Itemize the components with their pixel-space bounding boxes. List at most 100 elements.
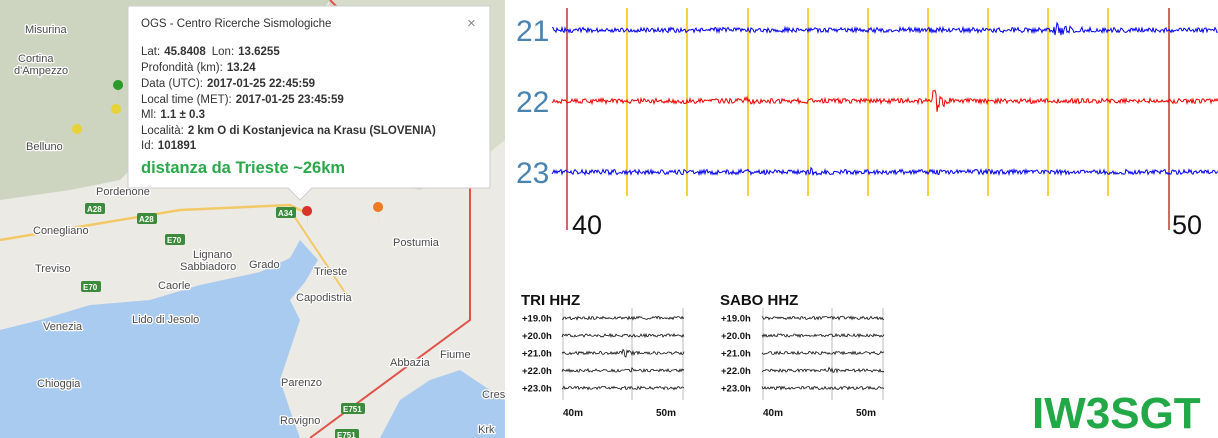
road-shield bbox=[85, 203, 105, 214]
time-label: 40m bbox=[563, 408, 583, 419]
place-label: Misurina bbox=[25, 24, 67, 36]
waveform bbox=[561, 367, 685, 373]
pin[interactable] bbox=[113, 80, 124, 102]
waveform bbox=[561, 385, 685, 391]
road-shield bbox=[335, 429, 359, 438]
close-button[interactable]: × bbox=[467, 15, 476, 32]
popup-box bbox=[127, 5, 491, 201]
road-label: A34 bbox=[278, 209, 293, 218]
place-label: Rovigno bbox=[280, 415, 320, 427]
road-label: E751 bbox=[337, 431, 356, 438]
field-label: Profondità (km): bbox=[141, 62, 223, 74]
place-label: Abbazia bbox=[390, 357, 431, 369]
row-label: +22.0h bbox=[721, 366, 751, 377]
field-value: 45.8408 bbox=[164, 46, 206, 58]
waveform bbox=[551, 166, 1218, 177]
waveform bbox=[561, 348, 685, 358]
row-label: +19.0h bbox=[721, 314, 751, 325]
road-shield bbox=[276, 207, 296, 218]
popup-line: Profondità (km): 13.24 bbox=[141, 62, 256, 74]
pins bbox=[72, 80, 384, 230]
field-label: Ml: bbox=[141, 109, 156, 121]
road-label: E70 bbox=[83, 283, 98, 292]
popup-line: Ml: 1.1 ± 0.3 bbox=[141, 109, 205, 121]
row-label: +20.0h bbox=[522, 331, 552, 342]
sea-east bbox=[380, 370, 505, 438]
place-label: Lido di Jesolo bbox=[132, 314, 199, 326]
place-label: Fiume bbox=[440, 349, 471, 361]
row-label: +21.0h bbox=[522, 349, 552, 360]
place-label: d'Ampezzo bbox=[14, 65, 68, 77]
place-label: Lignano bbox=[193, 249, 232, 261]
waveform bbox=[761, 350, 885, 356]
helicorders: TRI HHZ +19.0h +20.0h +21.0h +22.0h +23.0h 40m… bbox=[521, 292, 885, 419]
time-label: 40 bbox=[572, 210, 602, 240]
pin[interactable] bbox=[72, 124, 83, 146]
place-label: Cres bbox=[482, 389, 506, 401]
helicorder: TRI HHZ +19.0h +20.0h +21.0h +22.0h +23.0h 40m… bbox=[521, 292, 685, 419]
field-value: 1.1 ± 0.3 bbox=[160, 109, 205, 121]
road-shield bbox=[137, 213, 157, 224]
popup: OGS - Centro Ricerche Sismologiche × dis… bbox=[127, 5, 491, 201]
field-label: Data (UTC): bbox=[141, 78, 203, 90]
popup-title: OGS - Centro Ricerche Sismologiche bbox=[141, 18, 331, 30]
road-shield bbox=[341, 403, 365, 414]
row-label: 22 bbox=[516, 86, 549, 119]
place-label: Grado bbox=[249, 259, 280, 271]
row-label: +22.0h bbox=[522, 366, 552, 377]
waveform bbox=[561, 315, 685, 321]
highway bbox=[289, 209, 351, 301]
row-label: +23.0h bbox=[522, 384, 552, 395]
pin[interactable] bbox=[111, 104, 122, 126]
road-label: A28 bbox=[87, 205, 102, 214]
field-value: 2017-01-25 22:45:59 bbox=[207, 78, 315, 90]
time-label: 50 bbox=[1172, 210, 1202, 240]
field-value: 101891 bbox=[158, 140, 197, 152]
highway bbox=[0, 203, 311, 242]
row-label: +20.0h bbox=[721, 331, 751, 342]
time-label: 40m bbox=[763, 408, 783, 419]
row-label: 23 bbox=[516, 157, 549, 190]
helicorder-title: TRI HHZ bbox=[521, 292, 580, 309]
pin[interactable] bbox=[373, 202, 384, 225]
field-value: 13.24 bbox=[227, 62, 256, 74]
field-label: Id: bbox=[141, 140, 154, 152]
field-label: Lon: bbox=[212, 46, 234, 58]
place-label: Conegliano bbox=[33, 225, 89, 237]
field-value: 2017-01-25 23:45:59 bbox=[236, 94, 344, 106]
row-label: 21 bbox=[516, 15, 549, 48]
field-value: 2 km O di Kostanjevica na Krasu (SLOVENI… bbox=[188, 125, 436, 137]
row-label: +23.0h bbox=[721, 384, 751, 395]
place-label: Krk bbox=[478, 424, 495, 436]
place-label: Belluno bbox=[26, 141, 63, 153]
row-label: +19.0h bbox=[522, 314, 552, 325]
place-label: Chioggia bbox=[37, 378, 81, 390]
place-label: Venezia bbox=[43, 321, 83, 333]
place-label: Parenzo bbox=[281, 377, 322, 389]
waveform bbox=[761, 315, 885, 321]
time-label: 50m bbox=[656, 408, 676, 419]
popup-line: Data (UTC): 2017-01-25 22:45:59 bbox=[141, 78, 315, 90]
field-value: 13.6255 bbox=[238, 46, 280, 58]
helicorder: SABO HHZ +19.0h +20.0h +21.0h +22.0h +23.0h 40… bbox=[720, 292, 885, 419]
waveform bbox=[761, 385, 885, 391]
sea bbox=[0, 240, 318, 438]
field-label: Local time (MET): bbox=[141, 94, 232, 106]
popup-line: Id: 101891 bbox=[141, 140, 197, 152]
place-label: Trieste bbox=[314, 266, 347, 278]
field-label: Lat: bbox=[141, 46, 160, 58]
seismogram: 21 22 23 40 50 bbox=[516, 8, 1218, 240]
row-label: +21.0h bbox=[721, 349, 751, 360]
waveform bbox=[561, 332, 685, 339]
distance-note: distanza da Trieste ~26km bbox=[141, 159, 345, 177]
place-label: Sabbiadoro bbox=[180, 261, 236, 273]
pin[interactable] bbox=[302, 206, 313, 230]
popup-line: Local time (MET): 2017-01-25 23:45:59 bbox=[141, 94, 344, 106]
place-label: Cortina bbox=[18, 53, 54, 65]
road-shield bbox=[81, 281, 101, 292]
place-label: Postumia bbox=[393, 237, 440, 249]
place-label: Capodistria bbox=[296, 292, 353, 304]
field-label: Località: bbox=[141, 125, 184, 137]
waveform bbox=[551, 89, 1218, 112]
callsign: IW3SGT bbox=[1032, 389, 1201, 438]
